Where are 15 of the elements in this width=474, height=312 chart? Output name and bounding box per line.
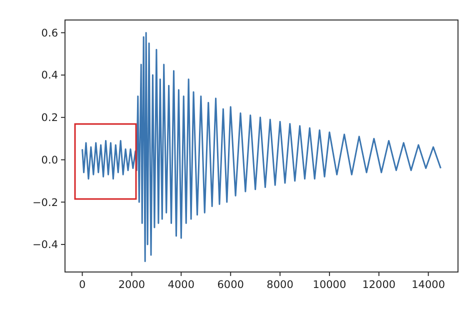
x-tick-label: 8000 [266,279,294,291]
x-tick-label: 2000 [118,279,146,291]
y-tick-label: −0.4 [32,239,58,252]
x-tick-label: 0 [78,279,86,291]
line-series [82,32,442,262]
x-tick-label: 10000 [312,279,346,291]
x-tick-label: 14000 [412,279,446,291]
y-tick-label: −0.2 [32,196,58,209]
y-tick-label: 0.4 [41,70,58,82]
x-tick-label: 4000 [168,279,195,291]
x-tick-label: 12000 [362,279,396,291]
x-tick-label: 6000 [217,279,244,291]
y-tick-label: 0.2 [41,112,58,124]
y-tick-label: 0.0 [41,154,58,166]
y-tick-label: 0.6 [41,27,58,40]
